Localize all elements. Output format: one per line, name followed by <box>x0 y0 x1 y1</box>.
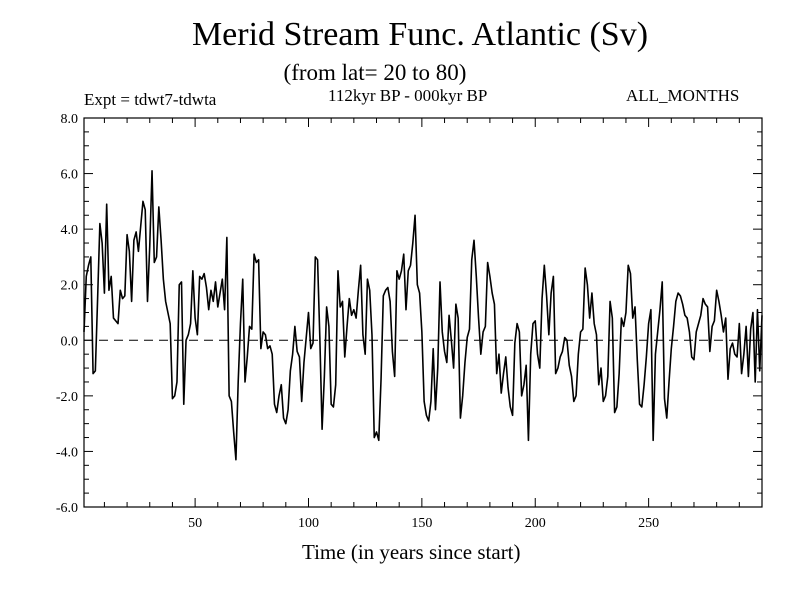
x-tick-label: 250 <box>638 516 659 531</box>
y-tick-label: -6.0 <box>56 501 78 516</box>
y-tick-label: 0.0 <box>61 334 79 349</box>
y-tick-label: 4.0 <box>61 223 79 238</box>
y-tick-label: -4.0 <box>56 445 78 460</box>
chart-title: Merid Stream Func. Atlantic (Sv) <box>191 16 649 53</box>
chart-subtitle: (from lat= 20 to 80) <box>283 60 467 85</box>
x-tick-label: 200 <box>525 516 546 531</box>
x-tick-label: 100 <box>298 516 319 531</box>
period-label: 112kyr BP - 000kyr BP <box>328 86 488 105</box>
y-tick-label: 2.0 <box>61 279 79 294</box>
axis-tick-labels: 50 100 150 200 250 -6.0 -4.0 -2.0 0.0 2.0 4.0 6.0 8.… <box>56 112 659 531</box>
x-tick-label: 150 <box>411 516 432 531</box>
series-line <box>83 169 763 461</box>
y-tick-label: 8.0 <box>61 112 79 127</box>
months-label: ALL_MONTHS <box>626 86 740 105</box>
y-tick-label: 6.0 <box>61 168 79 183</box>
x-tick-label: 50 <box>188 516 202 531</box>
plot-frame <box>83 117 763 508</box>
x-axis-label: Time (in years since start) <box>302 540 521 564</box>
experiment-label: Expt = tdwt7-tdwta <box>84 90 217 109</box>
y-tick-label: -2.0 <box>56 390 78 405</box>
